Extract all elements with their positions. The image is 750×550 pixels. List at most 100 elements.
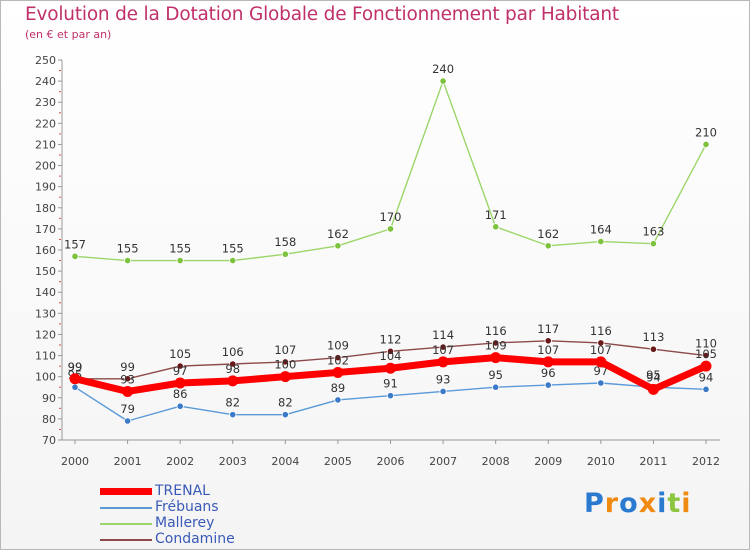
y-tick-label: 150: [35, 265, 56, 278]
data-label: 96: [541, 366, 556, 380]
data-label: 97: [173, 364, 188, 378]
data-point: [700, 360, 712, 372]
data-label: 93: [120, 372, 135, 386]
x-tick-label: 2003: [219, 455, 247, 468]
data-point: [176, 362, 184, 370]
data-label: 158: [274, 235, 296, 249]
data-point: [595, 356, 607, 368]
data-point: [542, 356, 554, 368]
data-point: [492, 223, 500, 231]
data-point: [229, 411, 237, 419]
data-point: [123, 417, 132, 425]
data-point: [174, 377, 186, 389]
data-point: [386, 225, 395, 233]
data-point: [385, 362, 396, 374]
legend-label-frebuans: Frébuans: [155, 499, 219, 515]
data-point: [492, 383, 500, 391]
x-tick-label: 2007: [429, 455, 457, 468]
data-point: [176, 256, 184, 265]
data-point: [71, 252, 79, 260]
data-label: 155: [117, 242, 139, 256]
y-tick-label: 230: [35, 96, 56, 109]
y-tick-label: 70: [42, 434, 56, 447]
data-label: 98: [225, 362, 240, 376]
data-label: 112: [380, 332, 402, 346]
legend-swatch-condamine: [100, 539, 152, 541]
x-tick-label: 2000: [61, 455, 89, 468]
data-point: [649, 345, 658, 353]
logo-letter: t: [667, 488, 682, 519]
data-label: 94: [646, 370, 661, 384]
data-label: 95: [488, 368, 503, 382]
data-label: 99: [68, 360, 83, 374]
data-label: 93: [436, 372, 451, 386]
data-point: [544, 381, 552, 389]
data-label: 109: [327, 339, 349, 353]
y-tick-label: 200: [35, 160, 56, 173]
y-tick-label: 250: [35, 54, 56, 67]
data-label: 94: [699, 370, 714, 384]
data-label: 102: [327, 353, 349, 367]
data-point: [176, 402, 184, 410]
data-point: [702, 140, 710, 149]
y-tick-label: 140: [35, 286, 56, 299]
data-point: [597, 339, 605, 347]
data-point: [490, 352, 502, 364]
y-tick-label: 180: [35, 202, 56, 215]
chart-title: Evolution de la Dotation Globale de Fonc…: [25, 4, 619, 25]
data-label: 79: [120, 402, 135, 416]
data-label: 171: [485, 208, 507, 222]
x-tick-label: 2005: [324, 455, 352, 468]
data-point: [439, 343, 447, 351]
data-point: [69, 373, 81, 385]
data-point: [647, 383, 659, 395]
x-tick-label: 2012: [692, 455, 720, 468]
data-label: 107: [537, 343, 559, 357]
data-label: 86: [173, 387, 188, 401]
logo-letter: x: [638, 488, 658, 519]
data-label: 164: [590, 223, 612, 237]
y-tick-label: 110: [35, 350, 56, 363]
data-label: 210: [695, 125, 717, 139]
legend-label-condamine: Condamine: [155, 531, 235, 547]
data-point: [281, 411, 289, 419]
x-tick-label: 2011: [639, 455, 667, 468]
data-label: 105: [169, 347, 191, 361]
y-tick-label: 170: [35, 223, 56, 236]
data-point: [123, 375, 132, 383]
legend-swatch-mallerey: [100, 523, 152, 525]
data-point: [702, 385, 710, 393]
data-point: [334, 242, 342, 250]
data-label: 110: [695, 337, 717, 351]
data-point: [279, 371, 291, 383]
data-label: 116: [590, 324, 612, 338]
data-label: 162: [327, 227, 349, 241]
data-label: 162: [537, 227, 559, 241]
x-tick-label: 2001: [114, 455, 142, 468]
legend-swatch-frebuans: [100, 507, 152, 509]
data-point: [229, 256, 237, 265]
data-label: 155: [169, 242, 191, 256]
data-point: [439, 77, 447, 85]
legend-label-trenal: TRENAL: [155, 483, 210, 499]
y-tick-label: 190: [35, 181, 56, 194]
y-tick-label: 90: [42, 392, 56, 405]
y-tick-label: 130: [35, 307, 56, 320]
data-point: [544, 337, 552, 345]
data-point: [71, 383, 79, 391]
x-tick-label: 2004: [271, 455, 299, 468]
data-point: [386, 392, 395, 400]
data-point: [123, 256, 132, 265]
data-label: 117: [537, 322, 559, 336]
data-label: 170: [380, 210, 402, 224]
data-point: [122, 385, 134, 397]
logo-letter: i: [657, 488, 668, 519]
legend-swatch-trenal: [100, 488, 152, 495]
data-label: 91: [383, 377, 398, 391]
data-label: 100: [274, 358, 296, 372]
data-point: [649, 240, 658, 248]
logo-letter: o: [619, 488, 639, 519]
data-point: [227, 375, 239, 387]
data-label: 155: [222, 242, 244, 256]
